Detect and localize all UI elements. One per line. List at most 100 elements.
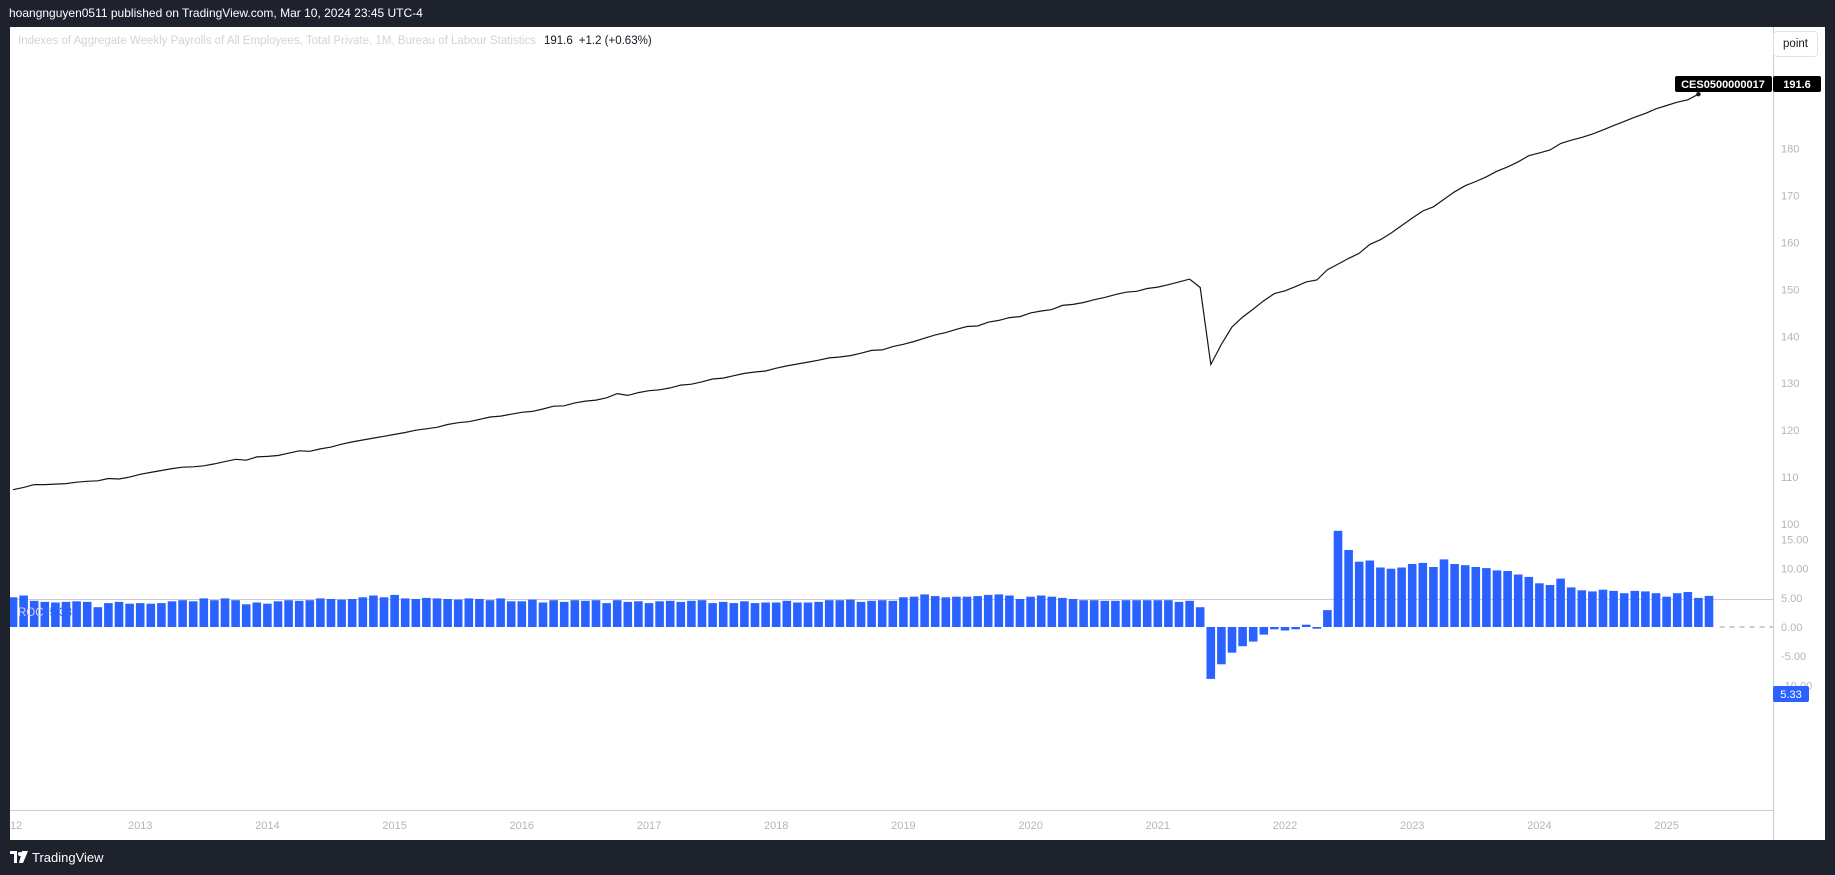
roc-bar	[941, 597, 951, 627]
roc-bar	[1280, 627, 1290, 631]
price-axis-tick: 130	[1781, 378, 1799, 390]
roc-bar	[284, 600, 293, 627]
roc-bar	[125, 603, 134, 627]
roc-axis-tick: 5.00	[1781, 593, 1802, 605]
roc-bar	[1386, 568, 1396, 627]
time-axis-tick: 2021	[1146, 820, 1170, 832]
roc-bar	[952, 596, 961, 627]
roc-bar	[824, 600, 834, 627]
time-axis-tick: 12	[10, 820, 22, 832]
roc-bar	[1323, 610, 1332, 627]
roc-axis-tick: 10.00	[1781, 564, 1809, 576]
roc-bar	[814, 601, 823, 627]
time-axis-tick: 2020	[1018, 820, 1042, 832]
footer-bar: TradingView	[0, 840, 1835, 875]
time-axis-tick: 2024	[1527, 820, 1551, 832]
roc-bar	[506, 601, 516, 627]
roc-bar	[1301, 624, 1311, 627]
time-axis-tick: 2014	[255, 820, 279, 832]
roc-bar	[316, 598, 325, 627]
roc-bar	[188, 601, 198, 627]
series-legend: Indexes of Aggregate Weekly Payrolls of …	[18, 35, 652, 47]
roc-bar	[93, 607, 103, 627]
brand-name: TradingView	[32, 850, 104, 865]
roc-bar	[40, 601, 50, 627]
roc-bar	[676, 601, 686, 627]
roc-bar	[1365, 560, 1375, 627]
roc-bar	[1641, 591, 1650, 627]
roc-bar	[718, 601, 728, 627]
roc-bar	[1185, 600, 1194, 627]
roc-bar	[1694, 597, 1703, 627]
roc-bar	[199, 598, 209, 627]
roc-bar	[1418, 562, 1428, 627]
roc-bar	[210, 600, 219, 627]
roc-bar	[337, 599, 346, 627]
roc-bar	[612, 600, 622, 627]
roc-bar	[570, 600, 580, 627]
roc-bar	[634, 601, 643, 627]
roc-bar	[655, 601, 664, 627]
roc-bar	[1068, 599, 1078, 627]
time-axis-tick: 2017	[637, 820, 661, 832]
roc-bar	[538, 602, 548, 627]
last-value-dot	[1696, 92, 1701, 97]
roc-bar	[1259, 627, 1269, 635]
roc-bar	[846, 599, 855, 627]
roc-bar	[930, 596, 940, 627]
roc-bar	[1217, 627, 1226, 665]
time-axis-tick: 2025	[1654, 820, 1678, 832]
roc-bar	[1651, 593, 1661, 627]
roc-legend: ROC 5.33	[18, 607, 72, 619]
price-tag-symbol: CES0500000017	[1681, 79, 1765, 91]
roc-bar	[326, 599, 336, 627]
roc-bar	[432, 598, 442, 627]
roc-bar	[29, 600, 39, 627]
roc-bar	[962, 596, 972, 627]
price-axis-tick: 100	[1781, 519, 1799, 531]
roc-axis-tick: -5.00	[1781, 651, 1806, 663]
roc-bar	[559, 601, 569, 627]
roc-bar	[1471, 567, 1481, 627]
unit-button[interactable]: point	[1773, 31, 1818, 57]
roc-bar	[178, 600, 187, 627]
roc-bar	[1036, 595, 1046, 627]
roc-bar	[1513, 574, 1523, 627]
roc-bar	[803, 602, 813, 627]
roc-bar	[475, 599, 484, 627]
roc-axis-tick: 0.00	[1781, 622, 1802, 634]
roc-bar	[1376, 567, 1385, 627]
roc-bar	[1291, 627, 1300, 630]
price-axis-tick: 150	[1781, 284, 1799, 296]
roc-bar	[1609, 590, 1618, 627]
roc-bar	[1492, 570, 1502, 627]
roc-bar	[157, 603, 166, 627]
roc-bar	[1482, 568, 1491, 627]
roc-bar	[1429, 567, 1438, 627]
roc-bar	[1524, 576, 1534, 627]
roc-bar	[1588, 591, 1597, 627]
roc-bar	[1535, 583, 1544, 627]
roc-bar	[411, 599, 421, 627]
roc-bar	[1556, 578, 1565, 627]
price-axis-tick: 170	[1781, 191, 1799, 203]
roc-bar	[1015, 599, 1025, 627]
roc-bar	[740, 601, 749, 627]
price-axis-tick: 180	[1781, 144, 1799, 156]
price-tag: CES0500000017 191.6	[1675, 76, 1821, 92]
roc-bar	[453, 599, 463, 627]
roc-bar	[231, 600, 240, 627]
roc-bar	[61, 601, 71, 627]
roc-bar	[750, 603, 760, 627]
roc-bar	[877, 600, 887, 627]
time-axis-tick: 2016	[510, 820, 534, 832]
roc-bar	[1111, 600, 1120, 627]
series-last-value: 191.6	[543, 35, 573, 47]
roc-bar	[1577, 590, 1587, 627]
roc-bar	[422, 597, 431, 627]
roc-bar	[1450, 564, 1459, 627]
roc-bar	[729, 603, 739, 627]
roc-bar	[443, 599, 452, 627]
